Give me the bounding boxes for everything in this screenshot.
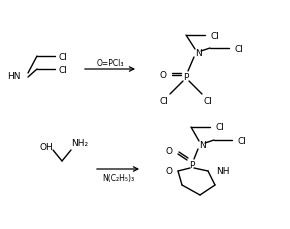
Text: Cl: Cl — [238, 136, 246, 145]
Text: NH₂: NH₂ — [71, 138, 88, 147]
Text: Cl: Cl — [211, 31, 220, 40]
Text: Cl: Cl — [160, 96, 168, 105]
Text: O: O — [166, 146, 173, 155]
Text: Cl: Cl — [235, 44, 243, 53]
Text: O: O — [166, 167, 173, 176]
Text: O: O — [159, 70, 166, 79]
Text: N: N — [195, 48, 201, 57]
Text: P: P — [183, 72, 189, 81]
Text: NH: NH — [216, 167, 229, 176]
Text: Cl: Cl — [215, 123, 224, 132]
Text: N: N — [199, 140, 205, 149]
Text: Cl: Cl — [59, 52, 68, 61]
Text: OH: OH — [39, 143, 53, 152]
Text: O=PCl₃: O=PCl₃ — [96, 58, 124, 67]
Text: N(C₂H₅)₃: N(C₂H₅)₃ — [102, 173, 134, 182]
Text: HN: HN — [8, 71, 21, 80]
Text: P: P — [189, 160, 195, 169]
Text: Cl: Cl — [204, 96, 213, 105]
Text: Cl: Cl — [59, 65, 68, 74]
